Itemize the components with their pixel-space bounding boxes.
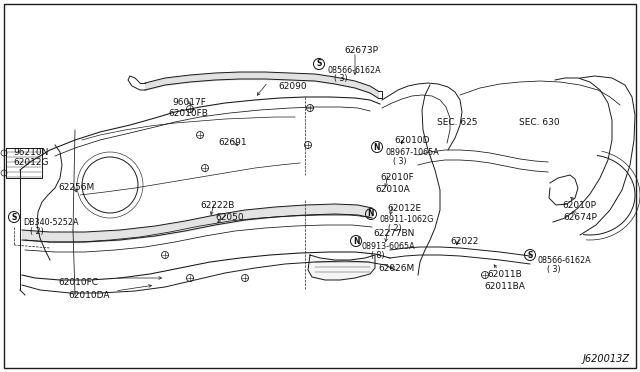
Text: 62026M: 62026M (378, 264, 414, 273)
Text: 62010FC: 62010FC (58, 278, 98, 287)
Polygon shape (308, 255, 375, 280)
Text: 62090: 62090 (278, 82, 307, 91)
Text: 62050: 62050 (215, 213, 244, 222)
Circle shape (307, 105, 314, 112)
Text: ( 3): ( 3) (334, 74, 348, 83)
Text: SEC. 630: SEC. 630 (519, 118, 559, 127)
Text: 62010D: 62010D (394, 136, 429, 145)
Circle shape (481, 272, 488, 279)
Circle shape (161, 251, 168, 259)
Text: S: S (316, 60, 322, 68)
Text: S: S (12, 212, 17, 221)
Text: 08911-1062G: 08911-1062G (379, 215, 433, 224)
Circle shape (186, 106, 193, 112)
Text: 62010FB: 62010FB (168, 109, 208, 118)
Text: 62222B: 62222B (200, 201, 234, 210)
Text: N: N (368, 209, 374, 218)
Text: DB340-5252A: DB340-5252A (23, 218, 79, 227)
Text: ( 2): ( 2) (30, 227, 44, 236)
Text: 62673P: 62673P (344, 46, 378, 55)
Text: N: N (374, 142, 380, 151)
Text: 62012G: 62012G (13, 158, 49, 167)
Text: 62256M: 62256M (58, 183, 94, 192)
Text: 62010A: 62010A (375, 185, 410, 194)
Circle shape (186, 275, 193, 282)
Text: 62010P: 62010P (562, 201, 596, 210)
Text: SEC. 625: SEC. 625 (437, 118, 477, 127)
Text: ( 3): ( 3) (547, 265, 561, 274)
Text: J620013Z: J620013Z (583, 354, 630, 364)
Text: ( 2): ( 2) (388, 224, 402, 233)
Text: S: S (527, 250, 532, 260)
Text: ( 3): ( 3) (393, 157, 406, 166)
Circle shape (305, 141, 312, 148)
Text: 62022: 62022 (450, 237, 478, 246)
Text: 62011B: 62011B (487, 270, 522, 279)
Text: 62277BN: 62277BN (373, 229, 414, 238)
Text: 62691: 62691 (218, 138, 246, 147)
Circle shape (196, 131, 204, 138)
Text: 08913-6065A: 08913-6065A (362, 242, 415, 251)
Text: 08566-6162A: 08566-6162A (538, 256, 591, 265)
Text: N: N (353, 237, 359, 246)
Text: 62012E: 62012E (387, 204, 421, 213)
Text: 96017F: 96017F (172, 98, 206, 107)
Text: 08566-6162A: 08566-6162A (327, 66, 381, 75)
Text: 62674P: 62674P (563, 213, 597, 222)
Circle shape (241, 275, 248, 282)
Text: 62010F: 62010F (380, 173, 413, 182)
Text: ( 8): ( 8) (371, 251, 385, 260)
Text: 62010DA: 62010DA (68, 291, 109, 300)
Text: 08967-1065A: 08967-1065A (385, 148, 439, 157)
Circle shape (202, 164, 209, 171)
Text: 62011BA: 62011BA (484, 282, 525, 291)
Text: 96210N: 96210N (13, 148, 49, 157)
